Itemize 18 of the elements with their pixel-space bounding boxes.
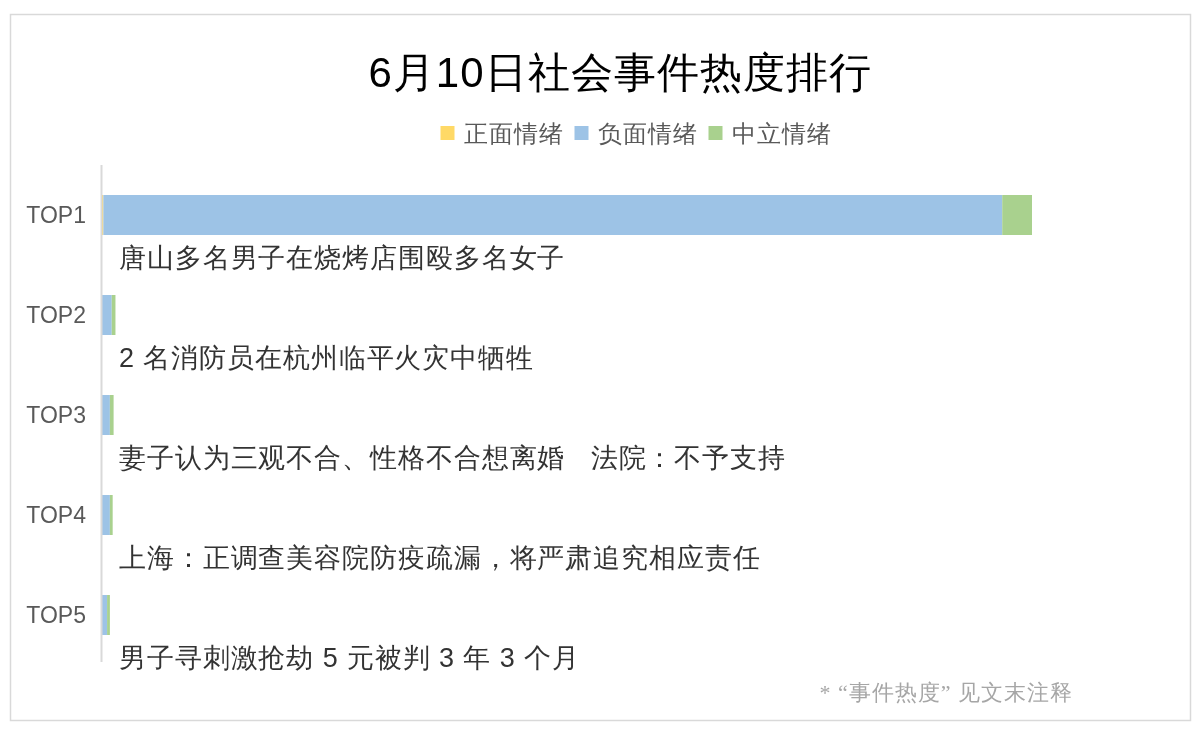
bar-annotation: 男子寻刺激抢劫 5 元被判 3 年 3 个月 bbox=[119, 643, 580, 673]
title: 6月10日社会事件热度排行 bbox=[368, 48, 872, 96]
y-tick-label: TOP3 bbox=[26, 402, 86, 428]
legend-item: 中立情绪 bbox=[708, 119, 832, 147]
bar-annotation: 2 名消防员在杭州临平火灾中牺牲 bbox=[119, 343, 534, 373]
legend-label: 中立情绪 bbox=[731, 119, 832, 147]
legend-label: 正面情绪 bbox=[463, 119, 564, 147]
legend-item: 负面情绪 bbox=[574, 119, 698, 147]
legend-label: 负面情绪 bbox=[597, 119, 698, 147]
bar-annotation: 妻子认为三观不合、性格不合想离婚 法院：不予支持 bbox=[119, 443, 786, 473]
bar-annotation: 唐山多名男子在烧烤店围殴多名女子 bbox=[119, 243, 566, 273]
y-tick-label: TOP1 bbox=[26, 202, 86, 228]
legend-item: 正面情绪 bbox=[440, 119, 564, 147]
y-tick-label: TOP5 bbox=[26, 602, 86, 628]
y-tick-label: TOP4 bbox=[26, 502, 86, 528]
bar-annotation: 上海：正调查美容院防疫疏漏，将严肃追究相应责任 bbox=[119, 543, 761, 573]
footnote: * “事件热度” 见文末注释 bbox=[819, 679, 1073, 705]
y-tick-label: TOP2 bbox=[26, 302, 86, 328]
